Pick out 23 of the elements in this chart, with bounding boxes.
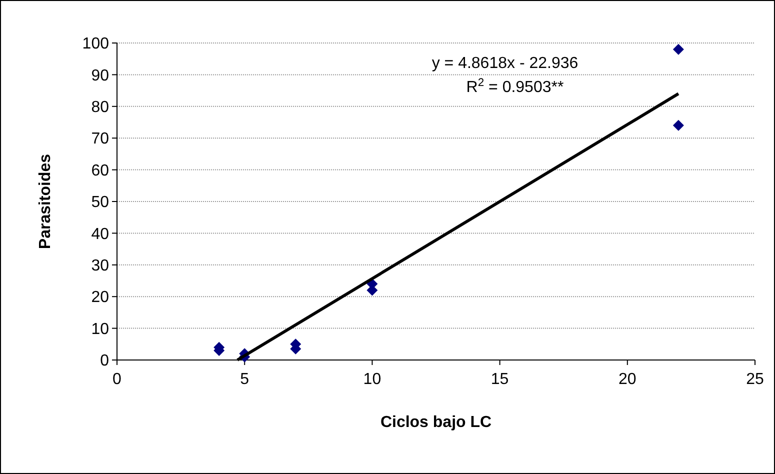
y-tick-label: 80 (91, 99, 110, 116)
annotation: R$^{2}$ = 0.9503** (466, 77, 564, 96)
y-tick-label: 90 (91, 67, 110, 84)
x-tick-label: 20 (618, 371, 636, 388)
point (672, 120, 684, 131)
y-tick-label: 20 (91, 289, 110, 306)
y-tick-label: 30 (91, 258, 110, 274)
y-tick-label: 70 (91, 130, 110, 148)
x-axis-title: Ciclos bajo LC (380, 414, 492, 431)
x-tick-label: 5 (240, 371, 250, 388)
y-tick-label: 40 (91, 226, 110, 243)
y-tick-label: 60 (91, 162, 110, 180)
y-tick-label: 100 (82, 36, 110, 53)
x-tick-label: 15 (490, 371, 509, 388)
y-tick-label: 50 (91, 194, 110, 212)
x-tick-label: 0 (112, 371, 122, 388)
point (672, 44, 684, 55)
y-axis-title: Parasitoides (37, 154, 54, 250)
x-tick-label: 25 (746, 371, 764, 388)
annotation: y = 4.8618x - 22.936 (432, 55, 578, 72)
y-tick-label: 10 (91, 320, 110, 338)
y-tick-label: 0 (100, 352, 110, 370)
x-tick-label: 10 (363, 371, 382, 388)
